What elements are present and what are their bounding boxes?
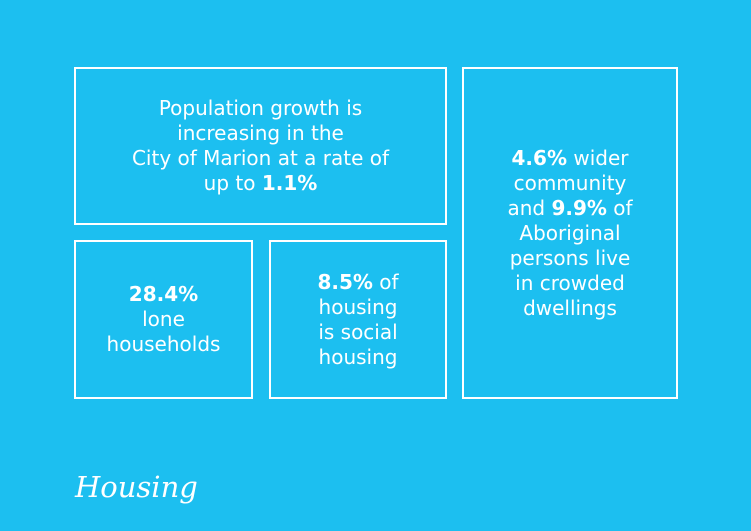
- body-text: is social: [318, 319, 398, 344]
- body-text: of: [606, 195, 633, 220]
- body-text: community: [513, 170, 627, 195]
- text-line: dwellings: [523, 296, 617, 321]
- highlight-text: 9.9%: [551, 195, 607, 220]
- body-text: persons live: [509, 245, 631, 270]
- text-line: households: [107, 332, 221, 357]
- text-line: housing: [319, 345, 398, 370]
- text-line: 4.6% wider: [512, 146, 629, 171]
- text-line: increasing in the: [177, 121, 344, 146]
- text-line: persons live: [510, 246, 631, 271]
- text-line: in crowded: [515, 271, 625, 296]
- text-line: and 9.9% of: [507, 196, 632, 221]
- highlight-text: 4.6%: [511, 145, 567, 170]
- text-line: lone: [142, 307, 185, 332]
- highlight-text: 1.1%: [261, 171, 318, 195]
- text-line: up to 1.1%: [204, 171, 318, 196]
- body-text: up to: [203, 171, 262, 195]
- body-text: lone: [142, 307, 185, 331]
- body-text: City of Marion at a rate of: [131, 146, 390, 170]
- info-box: Population growth is increasing in the Cit…: [74, 67, 447, 225]
- body-text: housing: [318, 294, 398, 319]
- text-line: 28.4%: [129, 282, 198, 307]
- body-text: of: [372, 269, 399, 294]
- text-line: community: [514, 171, 627, 196]
- info-box: 4.6% wider community and 9.9% of Aboriginal…: [462, 67, 678, 399]
- highlight-text: 8.5%: [317, 269, 373, 294]
- body-text: increasing in the: [177, 121, 344, 145]
- info-box: 28.4% lone households: [74, 240, 253, 399]
- body-text: households: [106, 332, 221, 356]
- text-line: is social: [318, 320, 397, 345]
- text-line: City of Marion at a rate of: [132, 146, 389, 171]
- info-box: 8.5% of housing is social housing: [269, 240, 447, 399]
- text-line: Population growth is: [159, 96, 362, 121]
- text-line: housing: [319, 295, 398, 320]
- body-text: and: [507, 195, 552, 220]
- body-text: dwellings: [523, 295, 617, 320]
- body-text: Aboriginal: [519, 220, 621, 245]
- body-text: wider: [566, 145, 629, 170]
- body-text: in crowded: [515, 270, 625, 295]
- body-text: housing: [318, 344, 398, 369]
- text-line: 8.5% of: [317, 270, 398, 295]
- text-line: Aboriginal: [519, 221, 620, 246]
- footer-title: Housing: [75, 470, 198, 504]
- highlight-text: 28.4%: [128, 282, 199, 306]
- body-text: Population growth is: [158, 96, 363, 120]
